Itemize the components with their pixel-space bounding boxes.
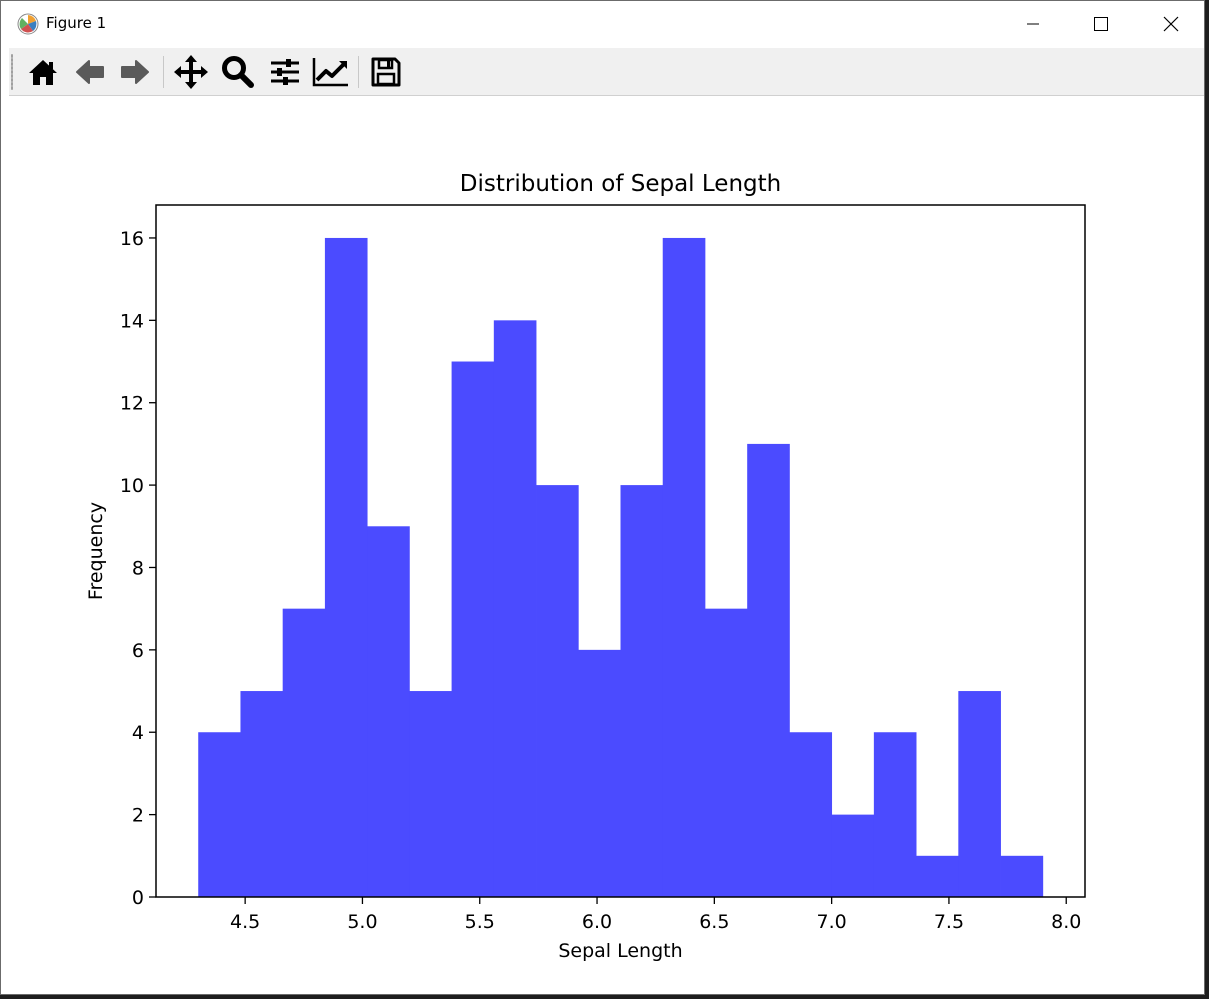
- y-tick-label: 16: [120, 228, 144, 250]
- zoom-button[interactable]: [218, 54, 258, 90]
- histogram-bar: [620, 485, 664, 897]
- window-title: Figure 1: [46, 14, 107, 32]
- y-tick-label: 2: [132, 805, 144, 827]
- histogram-bar: [324, 237, 368, 897]
- x-tick-label: 8.0: [1051, 911, 1081, 933]
- toolbar-grip[interactable]: [11, 54, 13, 90]
- y-tick-label: 6: [132, 640, 144, 662]
- histogram-bar: [198, 732, 241, 897]
- histogram-bar: [916, 855, 959, 897]
- x-tick-label: 5.5: [465, 911, 495, 933]
- histogram-bar: [958, 691, 1001, 897]
- home-icon: [29, 60, 57, 85]
- x-tick-label: 7.5: [934, 911, 964, 933]
- forward-arrow-icon: [121, 60, 149, 84]
- histogram-bar: [451, 361, 495, 897]
- home-button[interactable]: [23, 54, 63, 90]
- configure-subplots-icon: [271, 59, 299, 85]
- histogram-bar: [493, 320, 537, 897]
- back-arrow-icon: [76, 60, 104, 84]
- histogram-bar: [282, 608, 326, 897]
- axes-frame: [155, 204, 1086, 898]
- x-tick-label: 6.0: [582, 911, 612, 933]
- chart-title: Distribution of Sepal Length: [460, 171, 781, 197]
- histogram-bar: [873, 732, 917, 897]
- minimize-button[interactable]: [999, 1, 1067, 47]
- y-tick-label: 12: [120, 393, 144, 415]
- maximize-icon: [1094, 17, 1108, 31]
- x-tick-label: 5.0: [347, 911, 377, 933]
- histogram-bar: [578, 649, 621, 897]
- histogram-bars: [198, 237, 1044, 897]
- edit-axis-curves-icon: [312, 58, 348, 87]
- histogram-bar: [831, 814, 875, 897]
- y-tick-label: 4: [132, 722, 144, 744]
- navigation-toolbar: [9, 48, 1204, 96]
- save-floppy-icon: [371, 57, 401, 87]
- histogram-bar: [789, 732, 833, 897]
- pan-move-icon: [174, 55, 208, 89]
- histogram-bar: [704, 608, 748, 897]
- y-tick-label: 10: [120, 475, 144, 497]
- x-axis-ticks: 4.5 5.0 5.5 6.0 6.5 7.0 7.5 8.0: [230, 897, 1081, 933]
- figure-canvas[interactable]: Distribution of Sepal Length 4.5 5.0 5.5 6.…: [9, 97, 1204, 994]
- histogram-bar: [536, 485, 579, 897]
- histogram-bar: [367, 526, 410, 897]
- histogram-bar: [747, 443, 790, 897]
- histogram-chart: Distribution of Sepal Length 4.5 5.0 5.5 6.…: [85, 171, 1086, 962]
- matplotlib-logo-icon: [17, 13, 39, 35]
- histogram-bar: [1000, 855, 1044, 897]
- zoom-magnifier-icon: [222, 56, 254, 88]
- close-icon: [1163, 16, 1179, 32]
- y-axis-label: Frequency: [85, 502, 107, 600]
- minimize-icon: [1027, 23, 1039, 25]
- forward-button[interactable]: [115, 54, 155, 90]
- histogram-bar: [240, 691, 284, 897]
- histogram-bar: [662, 237, 706, 897]
- y-tick-label: 8: [132, 557, 144, 579]
- histogram-bar: [409, 691, 452, 897]
- maximize-button[interactable]: [1067, 1, 1135, 47]
- edit-axis-button[interactable]: [311, 54, 351, 90]
- x-tick-label: 4.5: [230, 911, 260, 933]
- title-bar[interactable]: Figure 1: [1, 1, 1204, 47]
- back-button[interactable]: [70, 54, 110, 90]
- toolbar-separator: [163, 56, 164, 88]
- toolbar-separator: [358, 56, 359, 88]
- x-axis-label: Sepal Length: [558, 940, 682, 962]
- x-tick-label: 6.5: [699, 911, 729, 933]
- save-button[interactable]: [366, 54, 406, 90]
- pan-button[interactable]: [171, 54, 211, 90]
- y-tick-label: 14: [120, 310, 144, 332]
- x-tick-label: 7.0: [817, 911, 847, 933]
- configure-subplots-button[interactable]: [265, 54, 305, 90]
- y-tick-label: 0: [132, 887, 144, 909]
- y-axis-ticks: 0 2 4 6 8 10 12 14 16: [120, 228, 156, 909]
- close-button[interactable]: [1137, 1, 1205, 47]
